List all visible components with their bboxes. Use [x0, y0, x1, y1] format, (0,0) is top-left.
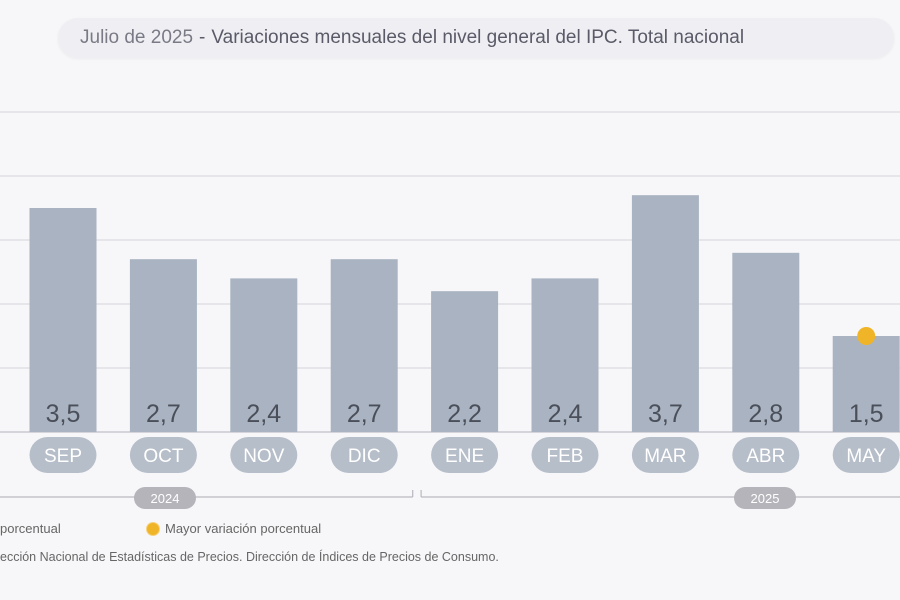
value-label: 2,8 [748, 400, 783, 428]
category-pill [832, 437, 900, 473]
year-pill [134, 487, 196, 509]
legend-item-variation: porcentual [0, 521, 61, 536]
highlight-dot-icon [146, 522, 160, 536]
highlight-dot [857, 327, 876, 345]
category-pill [230, 437, 298, 473]
source-note: ección Nacional de Estadísticas de Preci… [0, 550, 499, 564]
chart-title: Julio de 2025 - Variaciones mensuales de… [58, 18, 894, 58]
value-label: 3,5 [46, 400, 81, 428]
value-label: 2,4 [246, 400, 281, 428]
value-label: 3,7 [648, 400, 683, 428]
title-text: Variaciones mensuales del nivel general … [211, 27, 745, 48]
year-pill [734, 487, 796, 509]
value-label: 2,7 [347, 400, 382, 428]
category-label: DIC [348, 446, 381, 467]
bar-ene [431, 291, 499, 432]
bar-feb [531, 278, 599, 432]
value-label: 2,7 [146, 400, 181, 428]
category-pill [129, 437, 197, 473]
category-label: NOV [243, 446, 285, 467]
category-label: MAR [644, 446, 686, 467]
category-pill [732, 437, 800, 473]
title-date: Julio de 2025 [80, 27, 194, 48]
category-label: OCT [143, 446, 184, 467]
category-pill [431, 437, 499, 473]
bar-mar [631, 195, 699, 432]
category-label: MAY [846, 446, 886, 467]
category-pill [29, 437, 97, 473]
category-pill [631, 437, 699, 473]
bar-nov [230, 278, 298, 432]
bar-dic [330, 259, 398, 432]
legend-label: Mayor variación porcentual [165, 521, 322, 536]
value-label: 2,2 [447, 400, 482, 428]
category-label: ABR [746, 446, 785, 467]
title-separator: - [199, 27, 206, 48]
category-label: SEP [44, 446, 82, 467]
bar-oct [129, 259, 197, 432]
legend-item-highest: Mayor variación porcentual [146, 521, 321, 536]
bar-sep [29, 208, 97, 432]
value-label: 1,5 [849, 400, 884, 428]
category-label: ENE [445, 446, 484, 467]
year-label: 2025 [751, 491, 780, 506]
category-pill [330, 437, 398, 473]
category-label: FEB [547, 446, 584, 467]
bar-chart: 3,5 SEP 2,7 OCT 2,4 NOV 2,7 DIC 2,2 ENE 2,4 FEB 3,7 M… [0, 111, 900, 509]
year-label: 2024 [151, 491, 180, 506]
category-pill [531, 437, 599, 473]
legend-label: porcentual [0, 521, 61, 536]
value-label: 2,4 [548, 400, 583, 428]
bar-may [832, 336, 900, 432]
bar-abr [732, 252, 800, 432]
